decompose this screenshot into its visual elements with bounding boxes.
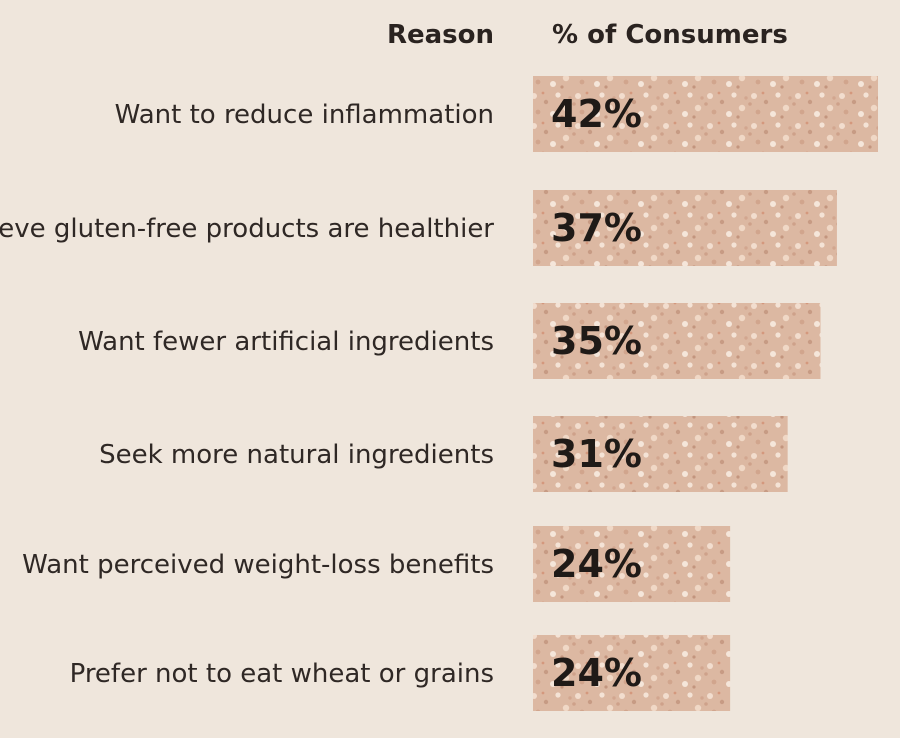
bars-group: Want to reduce inflammation 42% Believe gl…: [0, 76, 878, 711]
value-label: 42%: [551, 92, 642, 136]
value-label: 37%: [551, 206, 642, 250]
category-label: Want to reduce inflammation: [115, 100, 494, 130]
header-percent: % of Consumers: [552, 20, 788, 50]
category-label: Believe gluten-free products are healthi…: [0, 214, 494, 244]
category-label: Want fewer artificial ingredients: [78, 327, 494, 357]
bar: [533, 303, 821, 379]
category-label: Prefer not to eat wheat or grains: [70, 659, 494, 689]
category-label: Want perceived weight-loss benefits: [22, 550, 494, 580]
header-reason: Reason: [387, 20, 494, 50]
value-label: 24%: [551, 651, 642, 695]
bar: [533, 76, 878, 152]
category-label: Seek more natural ingredients: [99, 440, 494, 470]
bar: [533, 526, 731, 602]
value-label: 24%: [551, 542, 642, 586]
value-label: 35%: [551, 319, 642, 363]
value-label: 31%: [551, 432, 642, 476]
bar: [533, 416, 788, 492]
bar: [533, 190, 837, 266]
bar: [533, 635, 731, 711]
